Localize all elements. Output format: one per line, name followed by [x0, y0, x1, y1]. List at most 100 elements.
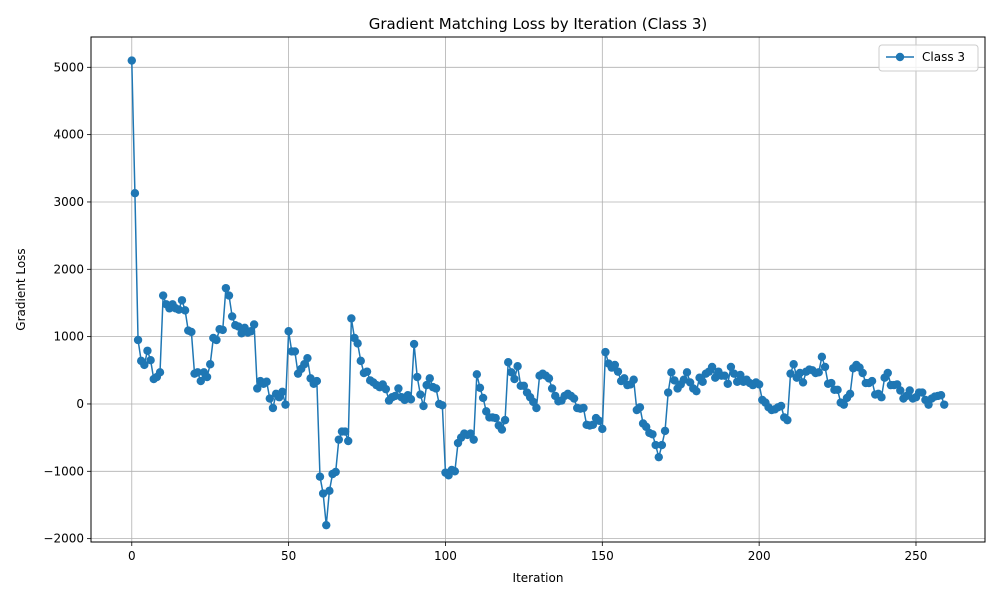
- data-point: [814, 368, 823, 377]
- data-point: [817, 352, 827, 362]
- data-point: [196, 376, 205, 386]
- data-point: [629, 375, 638, 384]
- data-point: [883, 368, 892, 378]
- data-point: [356, 356, 365, 366]
- data-point: [820, 362, 830, 372]
- data-point: [394, 384, 403, 393]
- data-point: [206, 360, 215, 369]
- data-point: [130, 189, 140, 198]
- x-tick-label: 200: [748, 549, 771, 563]
- data-point: [504, 358, 513, 367]
- data-point: [253, 384, 262, 393]
- data-point: [579, 403, 588, 413]
- data-point: [227, 312, 237, 321]
- data-point: [833, 385, 842, 395]
- data-point: [265, 394, 274, 403]
- data-point: [155, 368, 165, 377]
- data-point: [262, 377, 271, 386]
- data-point: [510, 374, 519, 384]
- data-point: [754, 380, 764, 389]
- data-point: [478, 393, 488, 403]
- data-point: [569, 394, 579, 403]
- data-point: [648, 430, 657, 439]
- data-point: [845, 389, 855, 399]
- data-point: [143, 346, 152, 355]
- data-point: [469, 435, 478, 444]
- data-point: [507, 368, 516, 377]
- data-point: [187, 327, 196, 337]
- data-point: [334, 435, 344, 444]
- legend: Class 3: [878, 44, 979, 72]
- data-point: [353, 339, 362, 348]
- y-tick-label: 4000: [53, 128, 84, 142]
- data-point: [610, 360, 620, 370]
- data-point: [284, 327, 293, 336]
- data-point: [532, 403, 541, 413]
- data-point: [692, 386, 701, 396]
- data-point: [450, 467, 460, 476]
- data-point: [519, 381, 529, 390]
- data-point: [325, 486, 334, 496]
- y-tick-label: 1000: [53, 330, 84, 344]
- plot-frame: [90, 36, 986, 543]
- data-point: [315, 472, 325, 481]
- data-point: [212, 335, 221, 345]
- data-point: [783, 415, 792, 425]
- data-point: [127, 56, 136, 65]
- data-point: [340, 427, 350, 436]
- data-point: [381, 384, 391, 394]
- data-point: [344, 436, 353, 446]
- data-point: [726, 362, 736, 372]
- y-tick-label: 2000: [53, 262, 84, 276]
- data-point: [322, 520, 331, 530]
- y-tick-label: −1000: [43, 464, 84, 478]
- data-point: [682, 368, 692, 377]
- data-point: [416, 390, 425, 399]
- data-point: [497, 425, 507, 434]
- data-point: [146, 356, 155, 365]
- data-point: [663, 388, 673, 397]
- data-point: [472, 370, 482, 379]
- data-point: [419, 401, 428, 411]
- data-point: [660, 426, 670, 436]
- data-point: [588, 420, 598, 430]
- data-point: [795, 368, 805, 378]
- data-point: [500, 415, 510, 425]
- data-point: [896, 386, 905, 395]
- chart-title: Gradient Matching Loss by Iteration (Cla…: [369, 15, 708, 33]
- x-axis-label: Iteration: [513, 571, 564, 585]
- data-point: [406, 395, 416, 404]
- data-point: [905, 386, 914, 395]
- legend-label: Class 3: [922, 50, 965, 64]
- data-point: [651, 440, 660, 450]
- data-point: [438, 401, 447, 410]
- x-tick-label: 50: [281, 549, 296, 563]
- plot-area: [91, 37, 985, 542]
- y-axis-label: Gradient Loss: [14, 248, 28, 330]
- data-point: [544, 374, 554, 383]
- y-tick-label: 3000: [53, 195, 84, 209]
- x-tick-label: 150: [591, 549, 614, 563]
- data-point: [413, 372, 422, 382]
- x-tick-label: 100: [434, 549, 457, 563]
- data-point: [246, 327, 256, 336]
- data-point: [720, 371, 729, 380]
- data-point: [654, 452, 663, 462]
- data-point: [736, 370, 745, 380]
- data-point: [776, 401, 786, 411]
- data-point: [547, 384, 557, 393]
- data-point: [729, 369, 739, 378]
- data-point: [224, 291, 234, 300]
- data-point: [789, 360, 798, 369]
- data-point: [707, 362, 717, 372]
- data-point: [234, 322, 243, 331]
- data-point: [391, 391, 400, 401]
- data-point: [158, 291, 168, 300]
- data-point: [312, 376, 322, 386]
- data-point: [601, 347, 610, 357]
- data-point: [698, 377, 707, 386]
- data-point: [303, 353, 312, 363]
- data-point: [723, 379, 732, 388]
- y-tick-label: 0: [76, 397, 84, 411]
- data-point: [431, 384, 441, 393]
